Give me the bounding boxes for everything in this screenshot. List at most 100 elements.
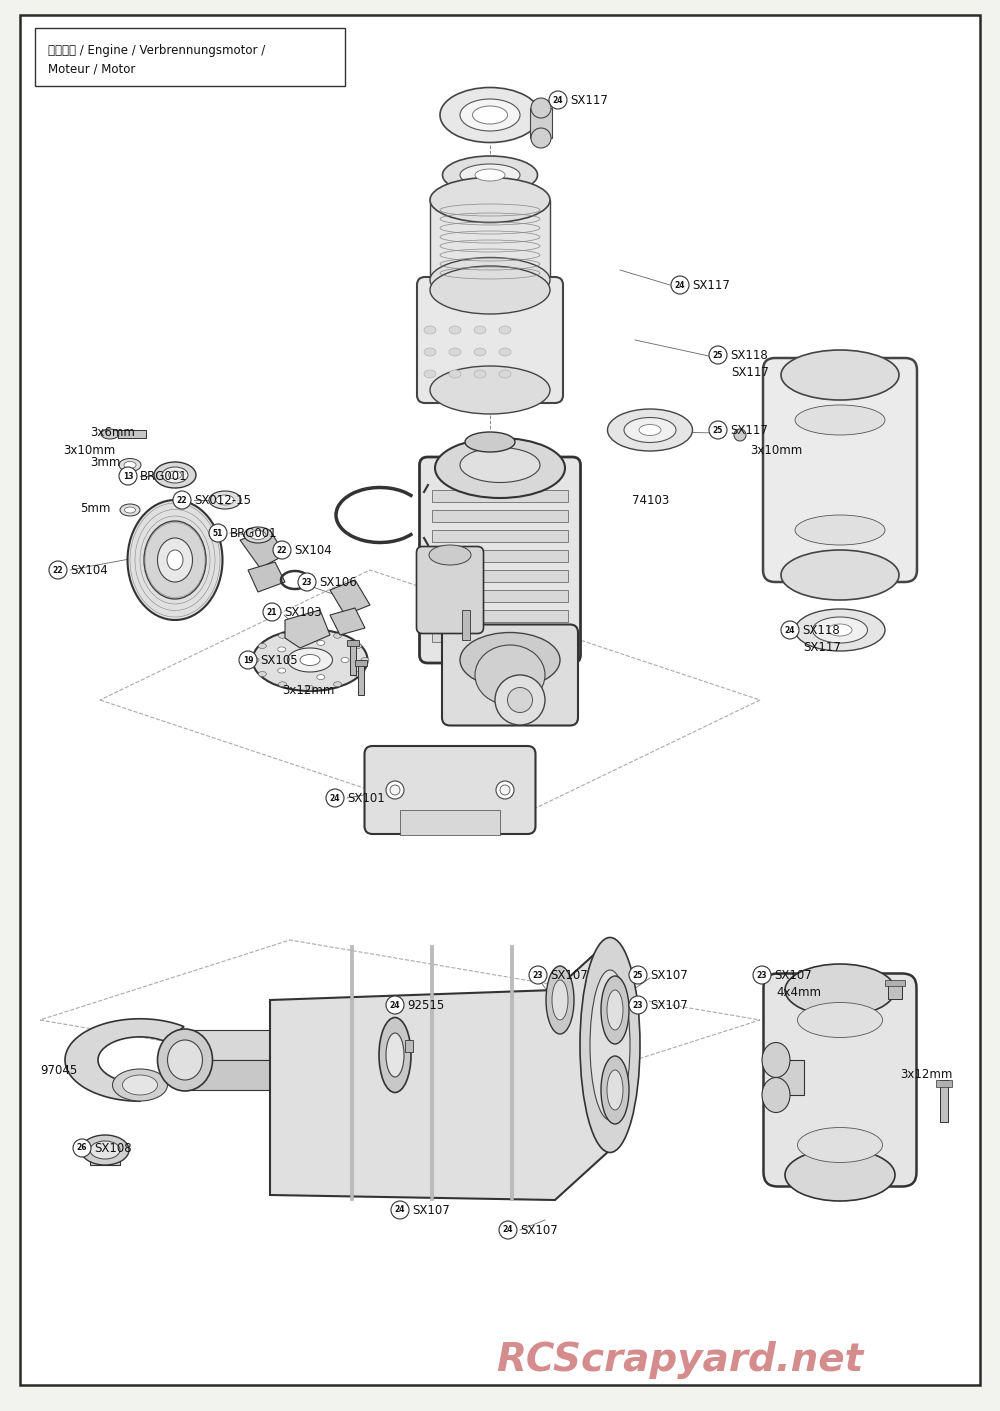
- Text: 3x12mm: 3x12mm: [282, 683, 334, 697]
- Text: SX108: SX108: [94, 1141, 132, 1154]
- Bar: [432, 610, 568, 622]
- Polygon shape: [185, 1030, 400, 1060]
- Circle shape: [209, 523, 227, 542]
- Polygon shape: [285, 610, 330, 648]
- Ellipse shape: [90, 1141, 120, 1158]
- Circle shape: [49, 562, 67, 579]
- Bar: [885, 981, 905, 986]
- Text: 51: 51: [213, 529, 223, 538]
- Ellipse shape: [474, 370, 486, 378]
- Ellipse shape: [531, 97, 551, 119]
- Ellipse shape: [306, 629, 314, 635]
- Ellipse shape: [278, 634, 287, 638]
- Ellipse shape: [499, 370, 511, 378]
- Circle shape: [629, 996, 647, 1015]
- Ellipse shape: [624, 418, 676, 443]
- Text: SX117: SX117: [570, 93, 608, 106]
- Text: 13: 13: [123, 471, 133, 481]
- Ellipse shape: [440, 87, 540, 143]
- Bar: [432, 629, 568, 642]
- Ellipse shape: [552, 981, 568, 1020]
- Ellipse shape: [390, 785, 400, 794]
- FancyBboxPatch shape: [763, 358, 917, 581]
- Bar: [776, 1060, 804, 1095]
- Bar: [510, 945, 513, 1199]
- Circle shape: [709, 346, 727, 364]
- Ellipse shape: [465, 432, 515, 452]
- Circle shape: [629, 967, 647, 983]
- Text: SX107: SX107: [650, 968, 688, 982]
- Ellipse shape: [762, 1078, 790, 1112]
- Text: 22: 22: [53, 566, 63, 574]
- Text: SX103: SX103: [284, 605, 322, 618]
- Circle shape: [386, 996, 404, 1015]
- Ellipse shape: [430, 178, 550, 223]
- Ellipse shape: [258, 643, 266, 649]
- Ellipse shape: [449, 349, 461, 356]
- Ellipse shape: [101, 429, 119, 439]
- FancyBboxPatch shape: [417, 277, 563, 404]
- Ellipse shape: [244, 526, 272, 543]
- Polygon shape: [248, 562, 285, 593]
- Text: エンジン / Engine / Verbrennungsmotor /
Moteur / Motor: エンジン / Engine / Verbrennungsmotor / Mote…: [48, 44, 265, 75]
- Bar: [432, 490, 568, 502]
- Ellipse shape: [119, 459, 141, 471]
- Polygon shape: [330, 608, 365, 635]
- Text: 3x6mm: 3x6mm: [90, 426, 135, 439]
- Bar: [400, 810, 500, 835]
- Ellipse shape: [607, 1070, 623, 1110]
- Bar: [350, 945, 353, 1199]
- Bar: [432, 590, 568, 602]
- Ellipse shape: [120, 504, 140, 516]
- Ellipse shape: [449, 370, 461, 378]
- Ellipse shape: [798, 1002, 883, 1037]
- Text: 24: 24: [390, 1000, 400, 1009]
- Ellipse shape: [167, 550, 183, 570]
- Ellipse shape: [386, 782, 404, 799]
- Circle shape: [391, 1201, 409, 1219]
- Ellipse shape: [460, 99, 520, 131]
- Text: SX107: SX107: [774, 968, 812, 982]
- Ellipse shape: [781, 350, 899, 399]
- Ellipse shape: [546, 967, 574, 1034]
- Ellipse shape: [251, 658, 259, 663]
- Ellipse shape: [795, 610, 885, 650]
- Text: BRG001: BRG001: [140, 470, 188, 483]
- Ellipse shape: [317, 674, 325, 680]
- Ellipse shape: [474, 326, 486, 334]
- FancyBboxPatch shape: [764, 974, 916, 1187]
- Ellipse shape: [354, 643, 362, 649]
- Bar: [350, 641, 356, 674]
- Circle shape: [709, 420, 727, 439]
- Bar: [430, 945, 433, 1199]
- Ellipse shape: [785, 964, 895, 1016]
- Ellipse shape: [734, 429, 746, 442]
- Bar: [530, 109, 552, 138]
- Text: 92515: 92515: [407, 999, 444, 1012]
- Ellipse shape: [531, 128, 551, 148]
- Text: 22: 22: [277, 546, 287, 555]
- Ellipse shape: [278, 682, 287, 687]
- Text: SX104: SX104: [70, 563, 108, 577]
- Text: SX107: SX107: [550, 968, 588, 982]
- Text: 3x10mm: 3x10mm: [63, 443, 115, 457]
- Ellipse shape: [278, 646, 286, 652]
- Ellipse shape: [112, 1070, 168, 1101]
- Polygon shape: [185, 1060, 400, 1091]
- Text: 3x12mm: 3x12mm: [900, 1068, 952, 1081]
- Ellipse shape: [162, 467, 188, 483]
- Ellipse shape: [252, 629, 368, 691]
- Text: 19: 19: [243, 656, 253, 665]
- Circle shape: [529, 967, 547, 983]
- Ellipse shape: [580, 937, 640, 1153]
- Polygon shape: [240, 531, 285, 569]
- Text: 25: 25: [713, 426, 723, 435]
- Text: 23: 23: [633, 1000, 643, 1009]
- Ellipse shape: [430, 365, 550, 413]
- Text: SX118: SX118: [730, 349, 768, 361]
- Ellipse shape: [812, 617, 868, 643]
- Polygon shape: [65, 1019, 184, 1101]
- Ellipse shape: [828, 624, 852, 636]
- Ellipse shape: [158, 1029, 212, 1091]
- Ellipse shape: [209, 491, 241, 509]
